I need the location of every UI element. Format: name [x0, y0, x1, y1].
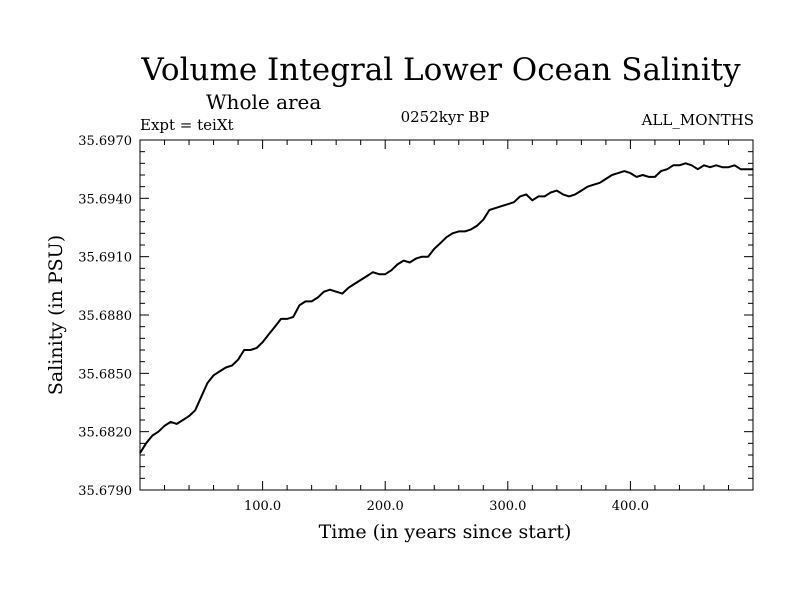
salinity-series-line — [139, 162, 753, 454]
experiment-label: Expt = teiXt — [140, 116, 234, 134]
axis-ticks — [140, 140, 753, 490]
months-label: ALL_MONTHS — [641, 111, 754, 129]
tick-labels: 100.0 200.0 300.0 400.0 35.6790 35.6820 35.685… — [78, 134, 649, 514]
x-tick-label: 400.0 — [612, 499, 649, 514]
plot-frame — [139, 139, 754, 491]
y-tick-label: 35.6820 — [78, 426, 132, 441]
y-tick-label: 35.6790 — [78, 484, 132, 499]
y-tick-label: 35.6880 — [78, 309, 132, 324]
x-tick-label: 200.0 — [367, 499, 404, 514]
chart-subtitle: Whole area — [206, 90, 321, 114]
y-tick-label: 35.6850 — [78, 367, 132, 382]
y-tick-label: 35.6940 — [78, 192, 132, 207]
x-axis-label: Time (in years since start) — [319, 521, 572, 543]
y-axis-label: Salinity (in PSU) — [45, 235, 67, 395]
x-tick-label: 100.0 — [244, 499, 281, 514]
x-tick-label: 300.0 — [489, 499, 526, 514]
period-label: 0252kyr BP — [401, 108, 490, 126]
chart-title: Volume Integral Lower Ocean Salinity — [140, 52, 741, 88]
y-tick-label: 35.6970 — [78, 134, 132, 149]
y-tick-label: 35.6910 — [78, 251, 132, 266]
